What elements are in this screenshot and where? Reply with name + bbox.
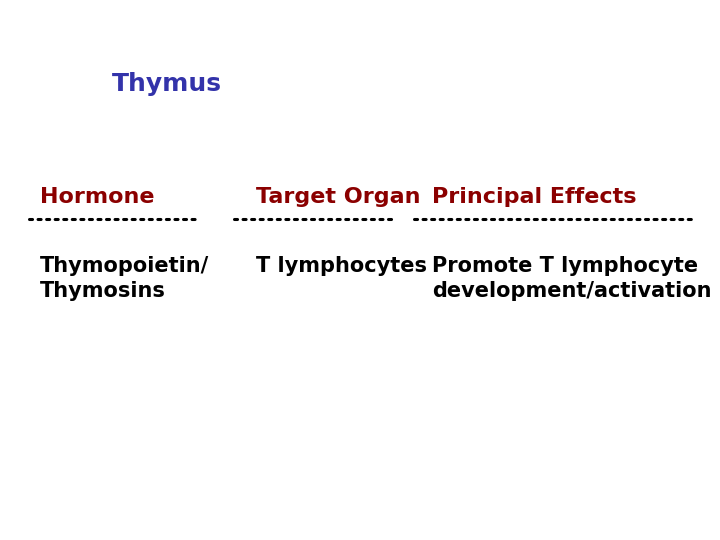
- Text: Principal Effects: Principal Effects: [432, 187, 636, 207]
- Text: Hormone: Hormone: [40, 187, 154, 207]
- Text: T lymphocytes: T lymphocytes: [256, 256, 426, 276]
- Text: Thymus: Thymus: [112, 72, 222, 96]
- Text: Target Organ: Target Organ: [256, 187, 420, 207]
- Text: Promote T lymphocyte
development/activation: Promote T lymphocyte development/activat…: [432, 256, 711, 301]
- Text: Thymopoietin/
Thymosins: Thymopoietin/ Thymosins: [40, 256, 209, 301]
